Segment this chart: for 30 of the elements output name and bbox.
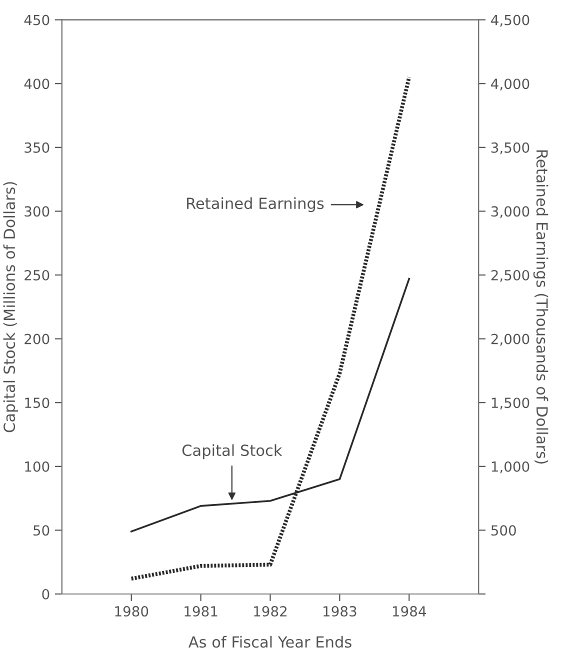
y2-tick-label: 1,000 [492,461,530,474]
x-tick-label: 1982 [254,606,287,617]
y-tick-label: 100 [25,461,50,472]
y-tick-label: 300 [24,206,50,217]
y2-tick-label: 3,000 [491,206,530,218]
annotation: Retained Earnings [187,197,324,212]
y-tick-label: 450 [24,14,50,26]
y-tick-label: 200 [24,334,50,344]
y2-tick-label: 2,000 [491,334,530,346]
y2-tick-label: 4,000 [491,78,530,90]
x-tick-label: 1983 [324,606,356,617]
y2-tick-label: 2,500 [491,270,530,282]
x-tick-label: 1984 [392,606,426,617]
y2-tick-label: 1,500 [492,398,530,410]
x-tick-label: 1981 [184,606,218,617]
y2-tick-label: 4,500 [491,14,530,27]
annotation: Capital Stock [182,444,282,460]
x-tick-label: 1980 [115,606,148,617]
y-tick-label: 250 [24,270,50,280]
y-tick-label: 150 [25,398,50,408]
x-axis-title: As of Fiscal Year Ends [188,636,352,648]
y-tick-label: 0 [42,588,50,600]
y2-tick-label: 500 [491,525,516,536]
y-tick-label: 50 [34,525,50,536]
y-tick-label: 350 [24,142,50,153]
y2-axis-title: Retained Earnings (Thousands of Dollars) [533,150,548,464]
y-tick-label: 400 [24,78,50,90]
line-series [129,75,412,581]
y2-tick-label: 3,500 [491,142,530,154]
y-axis-title: Capital Stock (Millions of Dollars) [3,182,18,432]
